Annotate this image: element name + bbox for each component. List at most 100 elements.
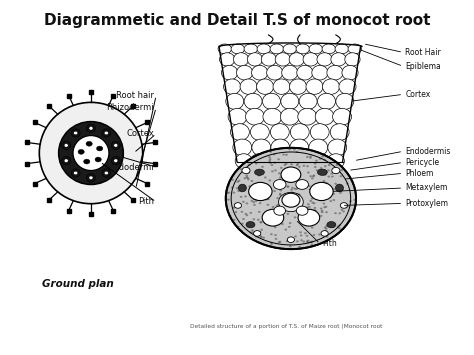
Circle shape [315,160,318,162]
Circle shape [299,231,302,233]
Circle shape [83,159,90,164]
Circle shape [303,212,306,214]
Circle shape [273,153,275,155]
Ellipse shape [310,124,329,141]
Circle shape [337,232,339,234]
Ellipse shape [318,93,336,109]
Circle shape [248,185,251,187]
Circle shape [304,232,307,234]
Circle shape [228,192,230,194]
Circle shape [242,201,245,203]
Circle shape [269,162,272,164]
Circle shape [307,242,310,244]
Circle shape [272,209,274,212]
Circle shape [290,173,292,175]
Circle shape [325,225,328,227]
Circle shape [293,148,296,151]
Ellipse shape [336,184,344,192]
Ellipse shape [111,157,120,165]
Circle shape [285,154,288,156]
Circle shape [310,245,313,247]
Ellipse shape [281,93,299,109]
Circle shape [281,167,301,182]
Circle shape [331,175,334,178]
Ellipse shape [281,154,298,168]
Circle shape [274,234,277,236]
Circle shape [232,207,235,209]
Circle shape [310,200,312,202]
Circle shape [253,198,255,200]
Text: Root hair: Root hair [116,91,154,100]
Ellipse shape [275,53,291,66]
Circle shape [323,206,326,208]
Ellipse shape [62,157,71,165]
Circle shape [226,192,229,194]
Circle shape [320,215,322,217]
Circle shape [271,220,273,222]
Circle shape [316,169,319,171]
Ellipse shape [111,141,120,149]
Circle shape [320,207,323,209]
Ellipse shape [291,124,309,141]
Circle shape [233,192,235,194]
Circle shape [339,175,342,177]
Circle shape [261,166,264,168]
Circle shape [310,244,313,246]
Circle shape [291,191,293,193]
Circle shape [268,179,271,181]
Circle shape [247,171,250,174]
Circle shape [241,211,243,213]
Circle shape [97,146,103,151]
Circle shape [345,206,347,208]
Circle shape [281,216,284,218]
Circle shape [340,209,343,211]
Circle shape [279,193,282,195]
Circle shape [323,159,326,161]
Circle shape [314,166,317,168]
Circle shape [301,215,303,217]
Ellipse shape [228,108,247,125]
Ellipse shape [114,144,118,147]
Ellipse shape [342,65,358,80]
Ellipse shape [328,139,346,156]
Ellipse shape [330,124,349,141]
Circle shape [313,209,315,211]
Circle shape [340,169,343,171]
Circle shape [325,228,328,230]
Circle shape [252,231,255,234]
Circle shape [257,219,260,221]
Circle shape [325,182,328,184]
Text: Epiblema: Epiblema [405,62,441,71]
Circle shape [300,234,302,236]
Circle shape [280,167,283,169]
Circle shape [294,196,297,198]
Ellipse shape [252,139,271,156]
Circle shape [336,169,339,171]
Circle shape [324,226,327,229]
Circle shape [246,176,248,178]
Circle shape [237,226,239,228]
Circle shape [307,203,310,205]
Circle shape [287,186,289,188]
Circle shape [246,214,248,216]
Ellipse shape [327,65,343,80]
Ellipse shape [315,108,334,125]
Circle shape [329,200,332,202]
Circle shape [278,241,281,243]
Ellipse shape [297,65,313,80]
Circle shape [310,182,333,201]
Circle shape [307,171,310,174]
Circle shape [259,202,262,204]
Ellipse shape [280,108,299,125]
Circle shape [273,190,276,192]
Circle shape [309,222,311,224]
Circle shape [254,195,256,197]
Ellipse shape [247,53,263,66]
Circle shape [271,170,274,173]
Circle shape [231,179,234,181]
Ellipse shape [318,169,328,175]
Circle shape [246,175,248,176]
Circle shape [332,193,335,195]
Circle shape [310,241,312,243]
Circle shape [259,235,262,237]
